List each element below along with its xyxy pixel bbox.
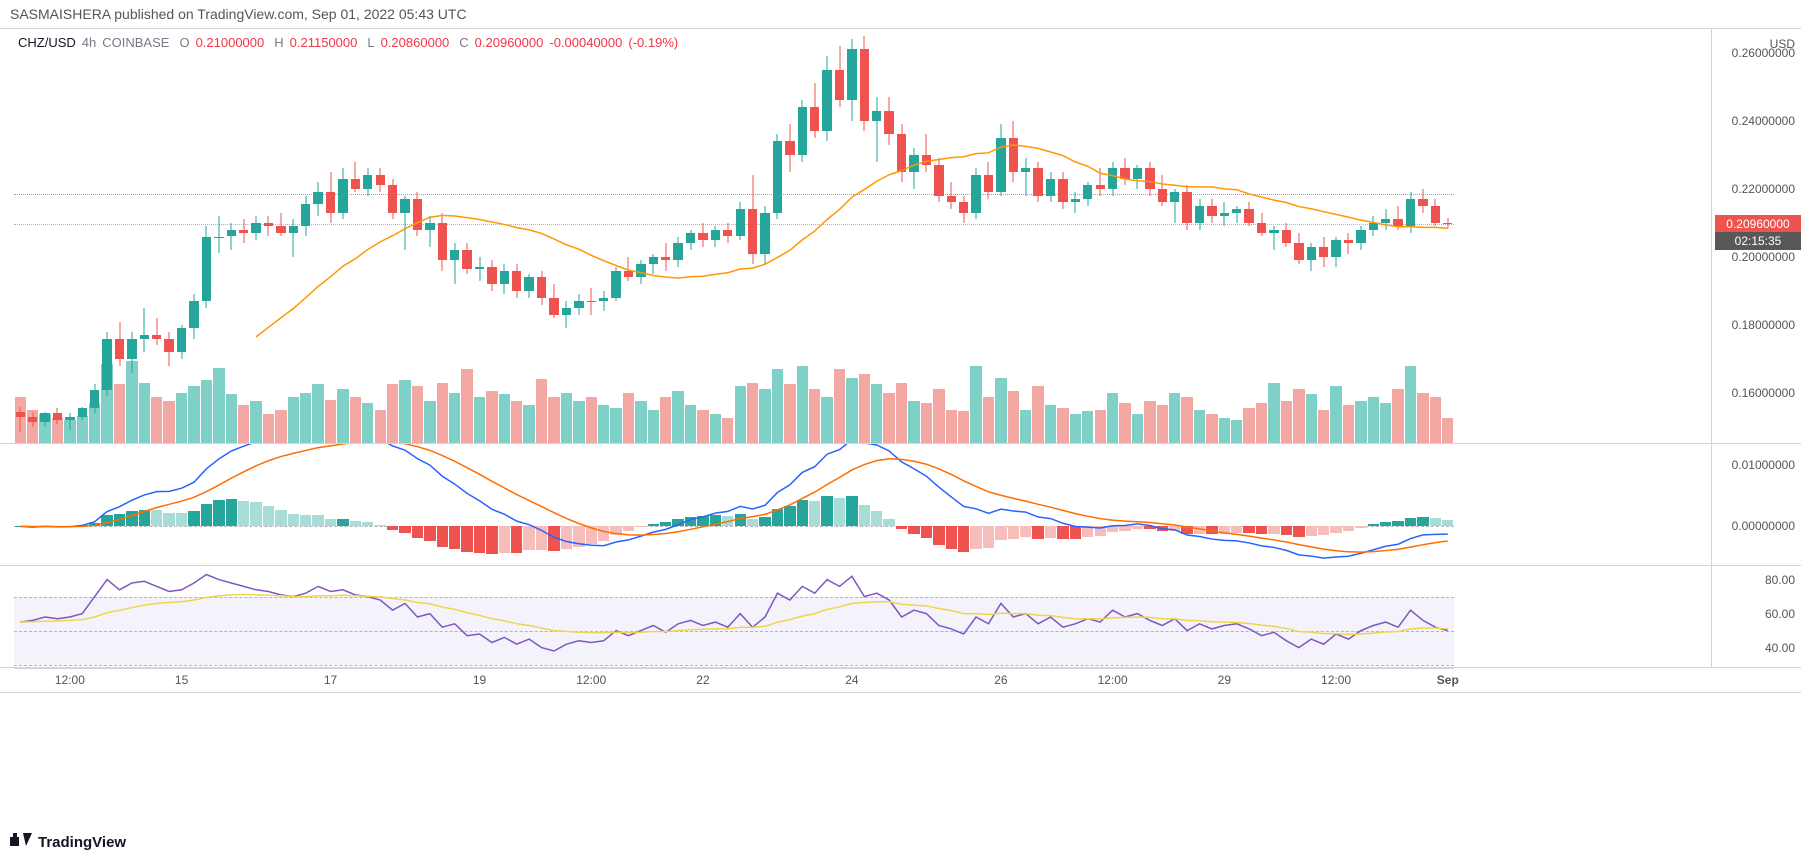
rsi-tick-label: 80.00	[1765, 573, 1795, 587]
macd-tick-label: 0.00000000	[1732, 519, 1795, 533]
ohlc-chg-pct: (-0.19%)	[628, 35, 678, 50]
countdown-badge: 02:15:35	[1715, 232, 1801, 250]
time-tick-label: 29	[1218, 673, 1231, 687]
symbol-ohlc-row: CHZ/USD 4h COINBASE O0.21000000 H0.21150…	[18, 35, 678, 50]
tradingview-icon	[10, 833, 32, 851]
price-tick-label: 0.16000000	[1732, 386, 1795, 400]
time-tick-label: 12:00	[1321, 673, 1351, 687]
time-tick-label: 19	[473, 673, 486, 687]
price-tick-label: 0.26000000	[1732, 46, 1795, 60]
price-pane[interactable]: CHZ/USD 4h COINBASE O0.21000000 H0.21150…	[0, 29, 1801, 444]
time-axis[interactable]: 12:0015171912:0022242612:002912:00Sep	[14, 668, 1454, 694]
macd-axis[interactable]: 0.00000000 0.01000000	[1711, 444, 1801, 565]
ohlc-l: 0.20860000	[381, 35, 450, 50]
time-tick-label: 15	[175, 673, 188, 687]
footer-brand: TradingView	[38, 834, 126, 851]
ohlc-h: 0.21150000	[290, 35, 358, 50]
time-tick-label: 17	[324, 673, 337, 687]
ohlc-o: 0.21000000	[196, 35, 265, 50]
rsi-plot-area[interactable]	[14, 566, 1454, 667]
price-tick-label: 0.18000000	[1732, 318, 1795, 332]
ohlc-c: 0.20960000	[475, 35, 544, 50]
time-tick-label: 22	[696, 673, 709, 687]
time-tick-label: Sep	[1437, 673, 1459, 687]
macd-pane[interactable]: 0.00000000 0.01000000	[0, 444, 1801, 566]
publish-text: SASMAISHERA published on TradingView.com…	[10, 6, 467, 22]
macd-tick-label: 0.01000000	[1732, 458, 1795, 472]
price-tick-label: 0.20000000	[1732, 250, 1795, 264]
rsi-tick-label: 40.00	[1765, 641, 1795, 655]
time-tick-label: 12:00	[1098, 673, 1128, 687]
publish-header: SASMAISHERA published on TradingView.com…	[0, 0, 1801, 28]
ohlc-chg: -0.00040000	[549, 35, 622, 50]
footer-logo[interactable]: TradingView	[10, 833, 126, 851]
price-tick-label: 0.24000000	[1732, 114, 1795, 128]
price-axis[interactable]: USD 0.160000000.180000000.200000000.2200…	[1711, 29, 1801, 443]
price-tick-label: 0.22000000	[1732, 182, 1795, 196]
time-tick-label: 12:00	[576, 673, 606, 687]
rsi-axis[interactable]: 40.00 60.00 80.00	[1711, 566, 1801, 667]
time-tick-label: 24	[845, 673, 858, 687]
rsi-pane[interactable]: 40.00 60.00 80.00	[0, 566, 1801, 668]
price-plot-area[interactable]	[14, 29, 1454, 443]
time-tick-label: 12:00	[55, 673, 85, 687]
chart-container: CHZ/USD 4h COINBASE O0.21000000 H0.21150…	[0, 28, 1801, 693]
exchange[interactable]: COINBASE	[102, 35, 169, 50]
symbol[interactable]: CHZ/USD	[18, 35, 76, 50]
interval[interactable]: 4h	[82, 35, 96, 50]
time-tick-label: 26	[994, 673, 1007, 687]
rsi-tick-label: 60.00	[1765, 607, 1795, 621]
macd-plot-area[interactable]	[14, 444, 1454, 565]
last-price-badge: 0.20960000	[1715, 215, 1801, 233]
